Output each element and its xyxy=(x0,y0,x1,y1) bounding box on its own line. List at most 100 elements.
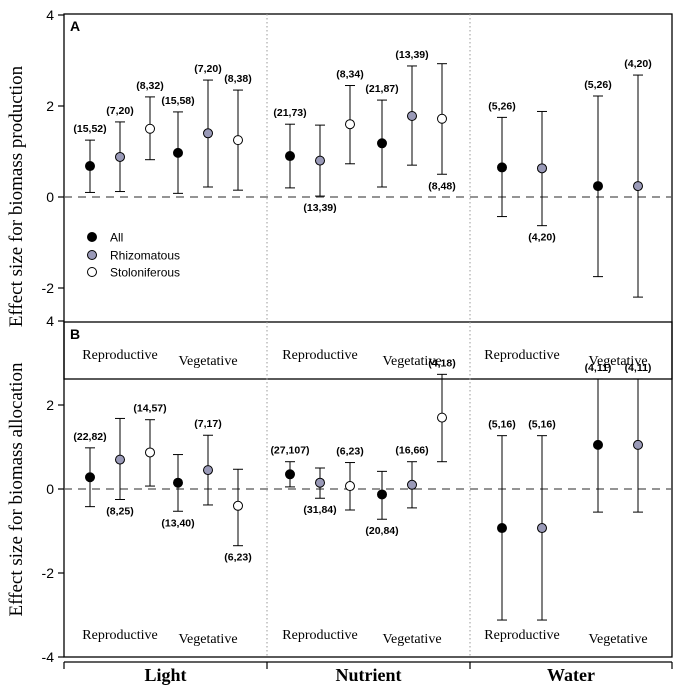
panel-B-g5-all-n-label: (4,11) xyxy=(585,362,612,374)
panel-B-g4-rhizomatous-n-label: (5,16) xyxy=(528,419,555,431)
panel-A-g5-all-n-label: (5,26) xyxy=(584,79,611,91)
panel-A-g2-stoloniferous-n-label: (8,34) xyxy=(336,69,363,81)
panel-B-group-label-5: Vegetative xyxy=(588,632,647,647)
legend-label-rhizomatous: Rhizomatous xyxy=(110,249,180,263)
panel-A-g0-rhizomatous-n-label: (7,20) xyxy=(106,105,133,117)
panel-A-ytick-label-3: -2 xyxy=(42,280,55,296)
panel-B-g0-stoloniferous-point xyxy=(145,447,155,458)
panel-A-g4-rhizomatous-point xyxy=(537,163,547,174)
panel-B-letter: B xyxy=(70,326,80,342)
panel-A-g2-rhizomatous-point xyxy=(315,155,325,166)
panel-B-ylabel: Effect size for biomass allocation xyxy=(6,362,27,616)
panel-A-g1-rhizomatous-point xyxy=(203,128,213,139)
panel-A-g3-rhizomatous-n-label: (13,39) xyxy=(395,49,428,61)
panel-A-g5-rhizomatous-n-label: (4,20) xyxy=(624,58,651,70)
panel-B-ytick-label-2: 0 xyxy=(46,481,54,497)
category-label-light: Light xyxy=(144,665,186,685)
panel-A-group-label-0: Reproductive xyxy=(82,348,157,363)
marks-layer xyxy=(85,63,643,621)
panel-B-g3-all-n-label: (20,84) xyxy=(365,525,398,537)
panel-A-g2-rhizomatous-n-label: (13,39) xyxy=(303,202,336,214)
panel-A-g3-all-point xyxy=(377,138,387,149)
panel-A-group-label-1: Vegetative xyxy=(178,354,237,369)
panel-B-group-label-1: Vegetative xyxy=(178,632,237,647)
panel-A-ylabel: Effect size for biomass production xyxy=(6,65,27,327)
panel-B-ytick-label-4: -4 xyxy=(42,649,55,665)
panel-B-g3-rhizomatous-point xyxy=(407,479,417,490)
panel-B-g2-all-point xyxy=(285,469,295,480)
panel-B-g3-stoloniferous-point xyxy=(437,412,447,423)
panel-B-g2-stoloniferous-point xyxy=(345,481,355,492)
panel-B-group-label-0: Reproductive xyxy=(82,628,157,643)
panel-A-g3-stoloniferous-point xyxy=(437,113,447,124)
panel-A-g0-stoloniferous-point xyxy=(145,123,155,134)
panel-B-g3-rhizomatous-n-label: (16,66) xyxy=(395,445,428,457)
panel-A-g2-all-point xyxy=(285,151,295,162)
panel-A-g3-stoloniferous-n-label: (8,48) xyxy=(428,180,455,192)
legend-label-stoloniferous: Stoloniferous xyxy=(110,266,180,280)
panel-B-ytick-label-3: -2 xyxy=(42,565,55,581)
panel-A-group-label-4: Reproductive xyxy=(484,348,559,363)
legend-marker-rhizomatous xyxy=(87,250,97,260)
panel-A-group-label-3: Vegetative xyxy=(382,354,441,369)
panel-A-g0-stoloniferous-n-label: (8,32) xyxy=(136,80,163,92)
legend-label-all: All xyxy=(110,231,123,245)
frame-layer xyxy=(58,13,673,669)
panel-B-g0-stoloniferous-n-label: (14,57) xyxy=(133,403,166,415)
panel-B-ytick-label-0: 4 xyxy=(46,313,54,329)
panel-A-g4-rhizomatous-n-label: (4,20) xyxy=(528,232,555,244)
panel-A-g5-all-point xyxy=(593,181,603,192)
panel-A-g1-stoloniferous-point xyxy=(233,135,243,146)
panel-B-g5-rhizomatous-n-label: (4,11) xyxy=(625,362,652,374)
panel-B-g2-rhizomatous-point xyxy=(315,477,325,488)
panel-A-g2-stoloniferous-point xyxy=(345,119,355,130)
panel-B-g4-rhizomatous-point xyxy=(537,523,547,534)
panel-A-g1-rhizomatous-n-label: (7,20) xyxy=(194,63,221,75)
panel-B-group-label-4: Reproductive xyxy=(484,628,559,643)
panel-B-g5-rhizomatous-point xyxy=(633,439,643,450)
panel-B-g2-rhizomatous-n-label: (31,84) xyxy=(303,504,336,516)
panel-B-group-label-3: Vegetative xyxy=(382,632,441,647)
legend-marker-all xyxy=(87,232,97,242)
panel-B-g3-stoloniferous-n-label: (4,18) xyxy=(428,357,455,369)
panel-A-letter: A xyxy=(70,18,80,34)
panel-B-g0-all-point xyxy=(85,472,95,483)
panel-B-g1-rhizomatous-n-label: (7,17) xyxy=(194,418,221,430)
panel-A-g3-rhizomatous-point xyxy=(407,111,417,122)
panel-A-group-label-2: Reproductive xyxy=(282,348,357,363)
legend-marker-stoloniferous xyxy=(87,267,97,277)
category-label-nutrient: Nutrient xyxy=(336,665,402,685)
panel-A-g5-rhizomatous-point xyxy=(633,181,643,192)
panel-A-g0-all-point xyxy=(85,161,95,172)
panel-B-g0-rhizomatous-point xyxy=(115,454,125,465)
text-layer: 4 2 0 -2 A Effect size for biomass production… xyxy=(6,7,652,685)
panel-B-g2-all-n-label: (27,107) xyxy=(270,445,309,457)
panel-A-g2-all-n-label: (21,73) xyxy=(273,107,306,119)
panel-B-g1-rhizomatous-point xyxy=(203,465,213,476)
category-label-water: Water xyxy=(547,665,595,685)
panel-A-g1-all-n-label: (15,58) xyxy=(161,95,194,107)
panel-A-ytick-label-0: 4 xyxy=(46,7,54,23)
panel-B-g1-stoloniferous-n-label: (6,23) xyxy=(224,552,251,564)
panel-A-g0-all-n-label: (15,52) xyxy=(73,123,106,135)
panel-A-ytick-label-1: 2 xyxy=(46,98,54,114)
panel-B-g2-stoloniferous-n-label: (6,23) xyxy=(336,446,363,458)
panel-B-ytick-label-1: 2 xyxy=(46,397,54,413)
panel-A-g0-rhizomatous-point xyxy=(115,151,125,162)
panel-B-g3-all-point xyxy=(377,489,387,500)
panel-A-g1-stoloniferous-n-label: (8,38) xyxy=(224,73,251,85)
panel-A-g4-all-n-label: (5,26) xyxy=(488,100,515,112)
panel-B-g5-all-point xyxy=(593,439,603,450)
panel-A-g3-all-n-label: (21,87) xyxy=(365,83,398,95)
panel-B-g1-stoloniferous-point xyxy=(233,500,243,511)
panel-B-group-label-2: Reproductive xyxy=(282,628,357,643)
panel-A-g4-all-point xyxy=(497,162,507,173)
panel-A-g1-all-point xyxy=(173,147,183,158)
panel-A-ytick-label-2: 0 xyxy=(46,189,54,205)
panel-B-g1-all-point xyxy=(173,477,183,488)
panel-B-g0-all-n-label: (22,82) xyxy=(73,431,106,443)
panel-B-g0-rhizomatous-n-label: (8,25) xyxy=(106,506,133,518)
panel-B-g4-all-n-label: (5,16) xyxy=(488,419,515,431)
